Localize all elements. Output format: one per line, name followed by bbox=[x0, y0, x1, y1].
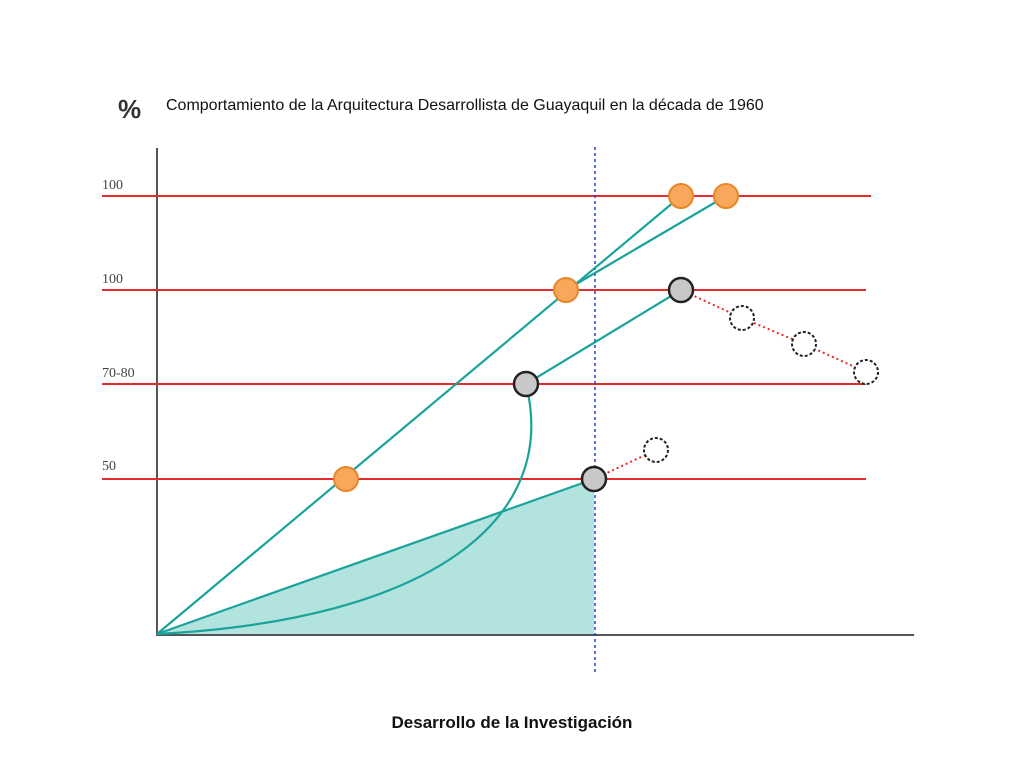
y-tick-label: 100 bbox=[102, 272, 123, 287]
highlight-marker bbox=[713, 183, 739, 209]
y-axis-label: % bbox=[118, 94, 141, 124]
projected-marker bbox=[643, 437, 669, 463]
trend-line bbox=[156, 477, 595, 636]
chart-title: Comportamiento de la Arquitectura Desarr… bbox=[166, 97, 764, 114]
trend-line bbox=[156, 195, 682, 635]
trend-line bbox=[565, 195, 727, 291]
current-marker bbox=[667, 276, 695, 304]
current-marker bbox=[512, 370, 540, 398]
projected-marker bbox=[729, 305, 755, 331]
current-marker bbox=[580, 465, 608, 493]
projection-line bbox=[680, 289, 867, 373]
highlight-marker bbox=[553, 277, 579, 303]
highlight-marker bbox=[668, 183, 694, 209]
trend-curve bbox=[156, 383, 533, 636]
projected-marker bbox=[853, 359, 879, 385]
trend-line bbox=[525, 289, 682, 385]
y-tick-label: 100 bbox=[102, 178, 123, 193]
highlight-marker bbox=[333, 466, 359, 492]
x-axis-label: Desarrollo de la Investigación bbox=[392, 713, 633, 732]
projected-marker bbox=[791, 331, 817, 357]
y-tick-label: 50 bbox=[102, 459, 116, 474]
y-tick-label: 70-80 bbox=[102, 366, 135, 381]
